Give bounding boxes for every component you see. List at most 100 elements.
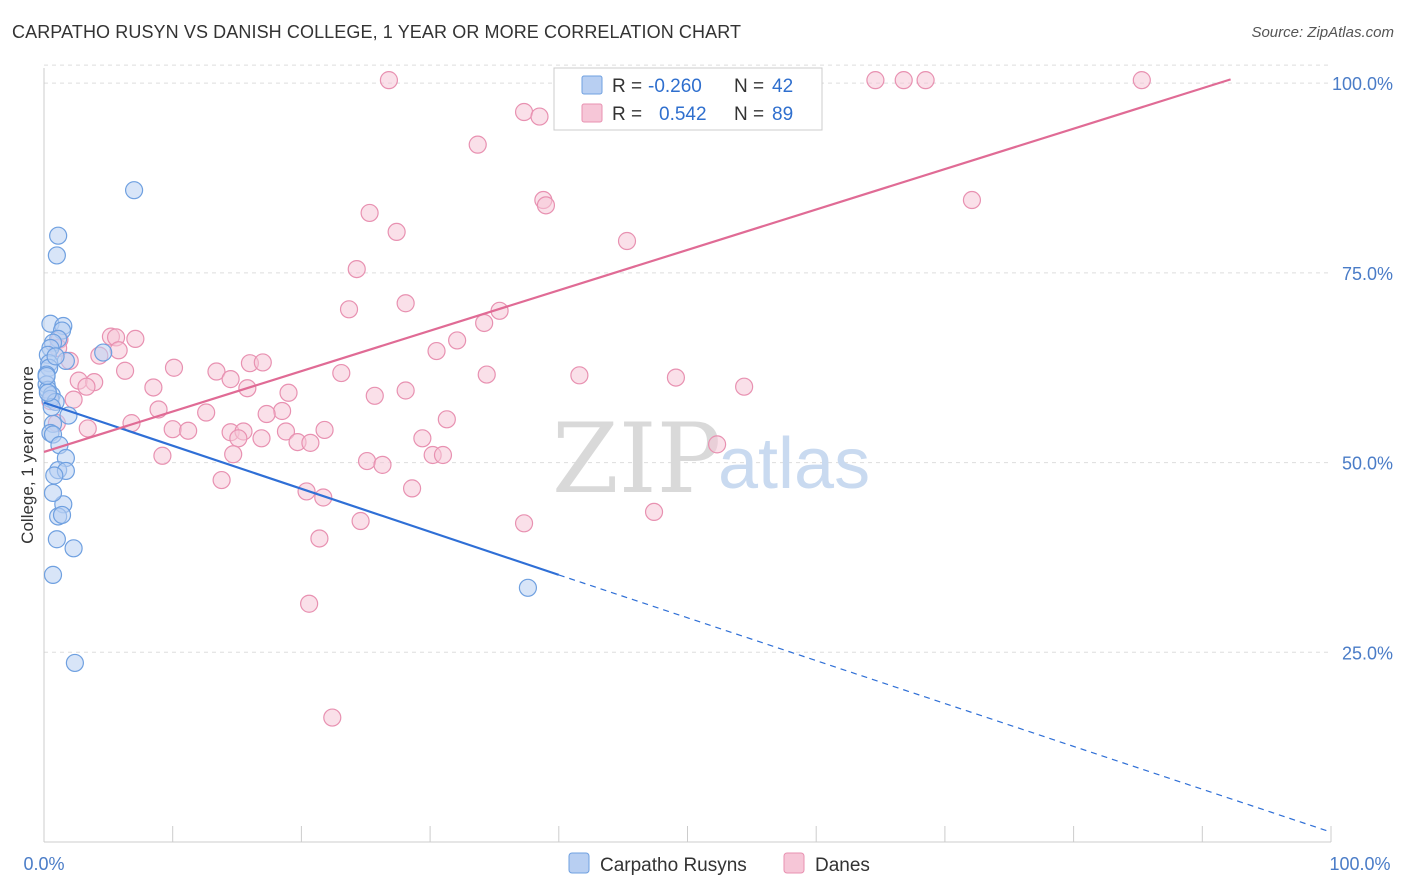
- danes-point-62: [179, 421, 198, 440]
- chart-source: Source: ZipAtlas.com: [1251, 24, 1394, 41]
- danes-point-22: [448, 331, 467, 350]
- danes-point-23: [427, 341, 446, 361]
- y-tick-label-75: 75.0%: [1342, 264, 1393, 284]
- danes-point-71: [301, 433, 320, 452]
- gridlines: [44, 64, 1331, 653]
- danes-point-60: [78, 419, 97, 438]
- danes-points: [41, 71, 1151, 727]
- danes-point-55: [272, 401, 292, 421]
- danes-point-80: [402, 479, 422, 498]
- danes-point-76: [433, 445, 453, 465]
- danes-point-29: [109, 341, 128, 360]
- danes-point-36: [207, 362, 226, 381]
- danes-point-10: [468, 135, 487, 154]
- danes-point-39: [570, 366, 589, 385]
- danes-point-45: [144, 378, 163, 397]
- carpatho-rusyns-point-33: [47, 530, 66, 549]
- danes-point-13: [360, 203, 379, 223]
- danes-point-65: [276, 422, 296, 441]
- y-tick-label-50: 50.0%: [1342, 454, 1393, 474]
- carpatho-rusyns-point-28: [45, 466, 64, 485]
- carpatho-rusyns-point-34: [64, 539, 83, 558]
- danes-point-9: [530, 107, 549, 126]
- chart-title: CARPATHO RUSYN VS DANISH COLLEGE, 1 YEAR…: [12, 22, 742, 42]
- danes-point-18: [396, 294, 415, 313]
- danes-point-4: [866, 71, 885, 90]
- danes-point-25: [126, 329, 145, 348]
- carpatho-rusyns-points: [37, 181, 538, 673]
- danes-point-66: [315, 420, 334, 440]
- danes-point-7: [1132, 71, 1151, 90]
- danes-point-49: [396, 381, 415, 400]
- danes-point-54: [197, 403, 216, 422]
- danes-point-41: [735, 377, 754, 396]
- watermark-atlas: atlas: [718, 424, 870, 504]
- danes-point-0: [379, 71, 399, 90]
- danes-point-34: [253, 353, 272, 372]
- danes-point-85: [514, 514, 534, 533]
- carpatho-rusyns-point-32: [43, 483, 63, 503]
- y-tick-label-25: 25.0%: [1342, 643, 1393, 663]
- danes-point-5: [894, 71, 913, 90]
- danes-point-61: [163, 420, 182, 439]
- danes-point-8: [514, 102, 534, 122]
- danes-point-86: [310, 529, 329, 548]
- watermark: ZIP atlas: [552, 403, 870, 515]
- watermark-zip: ZIP: [552, 403, 721, 515]
- legend-n-label-2: N =: [734, 104, 764, 125]
- danes-point-51: [64, 390, 83, 409]
- danes-point-68: [413, 429, 432, 448]
- danes-point-48: [279, 383, 298, 402]
- carpatho-rusyns-trendline-extension: [558, 574, 1332, 833]
- danes-point-19: [339, 300, 359, 319]
- carpatho-rusyns-point-40: [38, 383, 57, 402]
- danes-point-44: [77, 377, 96, 396]
- danes-point-40: [666, 368, 686, 387]
- danes-point-72: [708, 435, 727, 454]
- danes-point-35: [115, 361, 135, 380]
- danes-point-69: [252, 429, 271, 448]
- danes-point-82: [314, 488, 333, 507]
- legend-bottom-swatch-blue: [568, 852, 590, 874]
- y-axis-label: College, 1 year or more: [18, 366, 37, 544]
- danes-point-73: [153, 446, 172, 465]
- danes-trendline: [43, 78, 1231, 454]
- legend-r-label-1: R =: [612, 76, 642, 97]
- y-tick-labels: 25.0% 50.0% 75.0% 100.0%: [1332, 74, 1393, 663]
- trendlines: [43, 78, 1332, 833]
- danes-point-79: [212, 470, 231, 490]
- y-tick-label-100: 100.0%: [1332, 74, 1393, 94]
- danes-point-12: [536, 196, 556, 215]
- x-tick-label-max: 100.0%: [1329, 854, 1390, 874]
- danes-point-74: [224, 445, 243, 464]
- danes-point-78: [373, 455, 392, 474]
- carpatho-rusyns-point-36: [518, 578, 538, 597]
- legend-bottom-label-carpatho: Carpatho Rusyns: [600, 855, 747, 876]
- carpatho-rusyns-point-1: [49, 226, 68, 245]
- legend-swatch-pink: [581, 103, 603, 123]
- legend-bottom-label-danes: Danes: [815, 855, 870, 876]
- danes-point-57: [437, 410, 456, 429]
- danes-point-87: [300, 594, 319, 613]
- carpatho-rusyns-point-38: [37, 366, 56, 386]
- danes-point-37: [332, 363, 351, 383]
- stats-legend: R = -0.260 N = 42 R = 0.542 N = 89: [553, 67, 823, 131]
- danes-point-21: [475, 313, 494, 333]
- danes-point-15: [962, 190, 982, 210]
- x-ticks: [43, 826, 1332, 842]
- danes-point-33: [164, 358, 184, 377]
- danes-point-77: [357, 451, 377, 471]
- carpatho-rusyns-trendline: [43, 401, 560, 576]
- carpatho-rusyns-point-31: [52, 505, 72, 525]
- carpatho-rusyns-point-0: [124, 181, 144, 200]
- danes-point-14: [387, 222, 406, 242]
- carpatho-rusyns-point-37: [65, 653, 84, 673]
- carpatho-rusyns-point-2: [47, 246, 66, 265]
- series-legend: Carpatho Rusyns Danes: [568, 852, 870, 876]
- carpatho-rusyns-point-35: [43, 565, 63, 584]
- legend-n-value-2: 89: [772, 104, 793, 125]
- danes-point-16: [617, 231, 637, 251]
- danes-point-47: [221, 370, 240, 389]
- legend-n-label-1: N =: [734, 76, 764, 97]
